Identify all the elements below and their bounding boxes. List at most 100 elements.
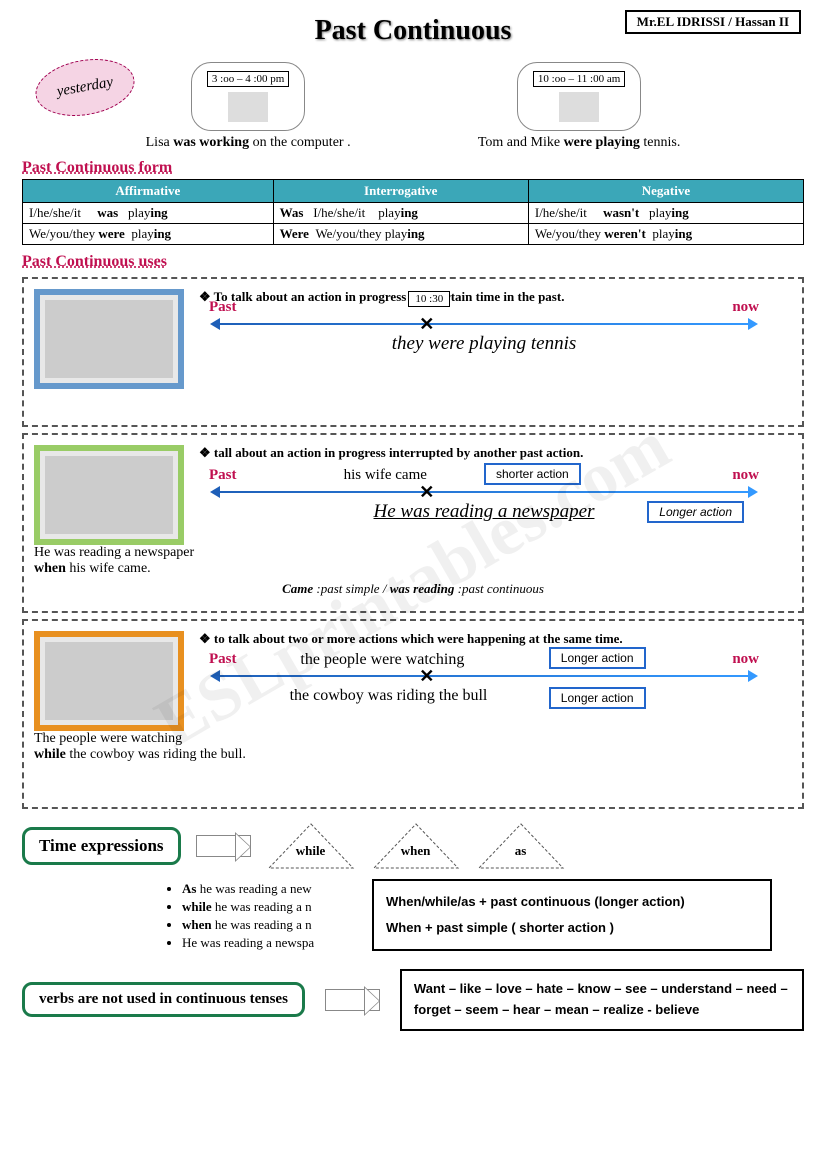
now-label: now: [732, 651, 759, 668]
rule-2: When + past simple ( shorter action ): [386, 915, 758, 941]
note-came: Came: [282, 581, 313, 596]
past-label: Past: [209, 467, 237, 484]
rule-1: When/while/as + past continuous (longer …: [386, 889, 758, 915]
cell: I/he/she/it: [29, 205, 81, 220]
use2-main: He was reading a newspaper Longer action: [214, 501, 754, 523]
time-left: 3 :oo – 4 :00 pm: [207, 71, 289, 87]
use1-timeline: Past now 10 :30 ✕: [214, 323, 754, 325]
wife-came: his wife came: [344, 467, 427, 484]
tri-label: while: [296, 843, 326, 859]
tri-label: as: [515, 843, 527, 859]
past-label: Past: [209, 651, 237, 668]
cell: was: [97, 205, 118, 220]
past-label: Past: [209, 299, 237, 316]
cell: were: [98, 226, 124, 241]
uses-section-label: Past Continuous uses: [22, 253, 804, 271]
teacher-box: Mr.EL IDRISSI / Hassan II: [625, 10, 801, 34]
cell: We/you/they: [315, 226, 381, 241]
intro-right-bold: were playing: [564, 135, 640, 150]
caption-text: the cowboy was riding the bull.: [66, 747, 246, 762]
use3-image: [34, 631, 184, 731]
intro-left-pre: Lisa: [146, 135, 174, 150]
table-row: We/you/they were playing Were We/you/the…: [23, 224, 804, 245]
tri-label: when: [401, 843, 431, 859]
ex-rest: he was reading a new: [196, 881, 311, 896]
cowboy-riding: the cowboy was riding the bull: [290, 687, 488, 705]
cell: wasn't: [603, 205, 639, 220]
intro-right-pre: Tom and Mike: [478, 135, 564, 150]
x-mark: ✕: [419, 666, 434, 687]
note-pc: :past continuous: [454, 581, 544, 596]
use1-sentence: they were playing tennis: [214, 333, 754, 355]
x-mark: ✕: [419, 482, 434, 503]
triangle-as: as: [476, 821, 566, 871]
cell: We/you/they: [29, 226, 95, 241]
th-aff: Affirmative: [23, 180, 274, 203]
cloud-right: 10 :oo – 11 :00 am: [517, 62, 641, 131]
intro-right-post: tennis.: [640, 135, 680, 150]
cell: Was: [280, 205, 304, 220]
ex-rest: he was reading a n: [212, 899, 312, 914]
time-box: 10 :30: [408, 291, 450, 307]
ex-kw: while: [182, 899, 212, 914]
verbs-box: Want – like – love – hate – know – see –…: [400, 969, 804, 1031]
cell: I/he/she/it: [313, 205, 365, 220]
x-mark: ✕: [419, 314, 434, 335]
cell: We/you/they: [535, 226, 601, 241]
form-section-label: Past Continuous form: [22, 159, 804, 177]
caption-when: when: [34, 561, 66, 576]
caption-while: while: [34, 747, 66, 762]
note-was: was reading: [390, 581, 455, 596]
longer-action-box-2: Longer action: [549, 687, 646, 709]
verbs-label: verbs are not used in continuous tenses: [22, 982, 305, 1017]
intro-left-bold: was working: [173, 135, 249, 150]
people-watching: the people were watching: [300, 651, 464, 669]
use1-box: To talk about an action in progress at a…: [22, 277, 804, 427]
use2-image: [34, 445, 184, 545]
verbs-row: verbs are not used in continuous tenses …: [22, 969, 804, 1031]
th-neg: Negative: [528, 180, 803, 203]
intro-row: 3 :oo – 4 :00 pm Lisa was working on the…: [22, 62, 804, 151]
time-expressions-row: Time expressions while when as: [22, 821, 804, 871]
use1-image: [34, 289, 184, 389]
table-row: I/he/she/it was playing Was I/he/she/it …: [23, 203, 804, 224]
note-ps: :past simple /: [313, 581, 390, 596]
caption-text: He was reading a newspaper: [34, 545, 194, 560]
ex-rest: he was reading a n: [212, 917, 312, 932]
cell: Were: [280, 226, 309, 241]
time-right: 10 :oo – 11 :00 am: [533, 71, 625, 87]
ex-kw: As: [182, 881, 196, 896]
use2-note: Came :past simple / was reading :past co…: [34, 581, 792, 597]
now-label: now: [732, 299, 759, 316]
time-exp-label: Time expressions: [22, 827, 181, 865]
shorter-action-box: shorter action: [484, 463, 581, 485]
arrow-icon: [196, 835, 251, 857]
ex-rest: He was reading a newspa: [182, 935, 314, 950]
longer-action-box: Longer action: [647, 501, 744, 523]
rules-box: When/while/as + past continuous (longer …: [372, 879, 772, 951]
cell: I/he/she/it: [535, 205, 587, 220]
use2-timeline: Past now his wife came shorter action ✕: [214, 491, 754, 493]
now-label: now: [732, 467, 759, 484]
use3-box: to talk about two or more actions which …: [22, 619, 804, 809]
longer-action-box-1: Longer action: [549, 647, 646, 669]
triangle-when: when: [371, 821, 461, 871]
cell: weren't: [604, 226, 646, 241]
intro-left: 3 :oo – 4 :00 pm Lisa was working on the…: [146, 62, 351, 151]
ex-kw: when: [182, 917, 212, 932]
use2-box: tall about an action in progress interru…: [22, 433, 804, 613]
intro-right: 10 :oo – 11 :00 am Tom and Mike were pla…: [478, 62, 681, 151]
cloud-left: 3 :oo – 4 :00 pm: [191, 62, 305, 131]
use2-caption: He was reading a newspaper when his wife…: [34, 545, 792, 577]
arrow-icon: [325, 989, 380, 1011]
th-int: Interrogative: [273, 180, 528, 203]
use3-caption: The people were watching while the cowbo…: [34, 731, 792, 763]
use3-timeline: Past now the people were watching Longer…: [214, 675, 754, 677]
caption-text: his wife came.: [66, 561, 151, 576]
form-table: Affirmative Interrogative Negative I/he/…: [22, 179, 804, 245]
intro-left-post: on the computer .: [249, 135, 350, 150]
computer-icon: [228, 92, 268, 122]
caption-text: The people were watching: [34, 731, 182, 746]
tennis-icon: [559, 92, 599, 122]
use2-sentence: He was reading a newspaper: [374, 501, 595, 522]
